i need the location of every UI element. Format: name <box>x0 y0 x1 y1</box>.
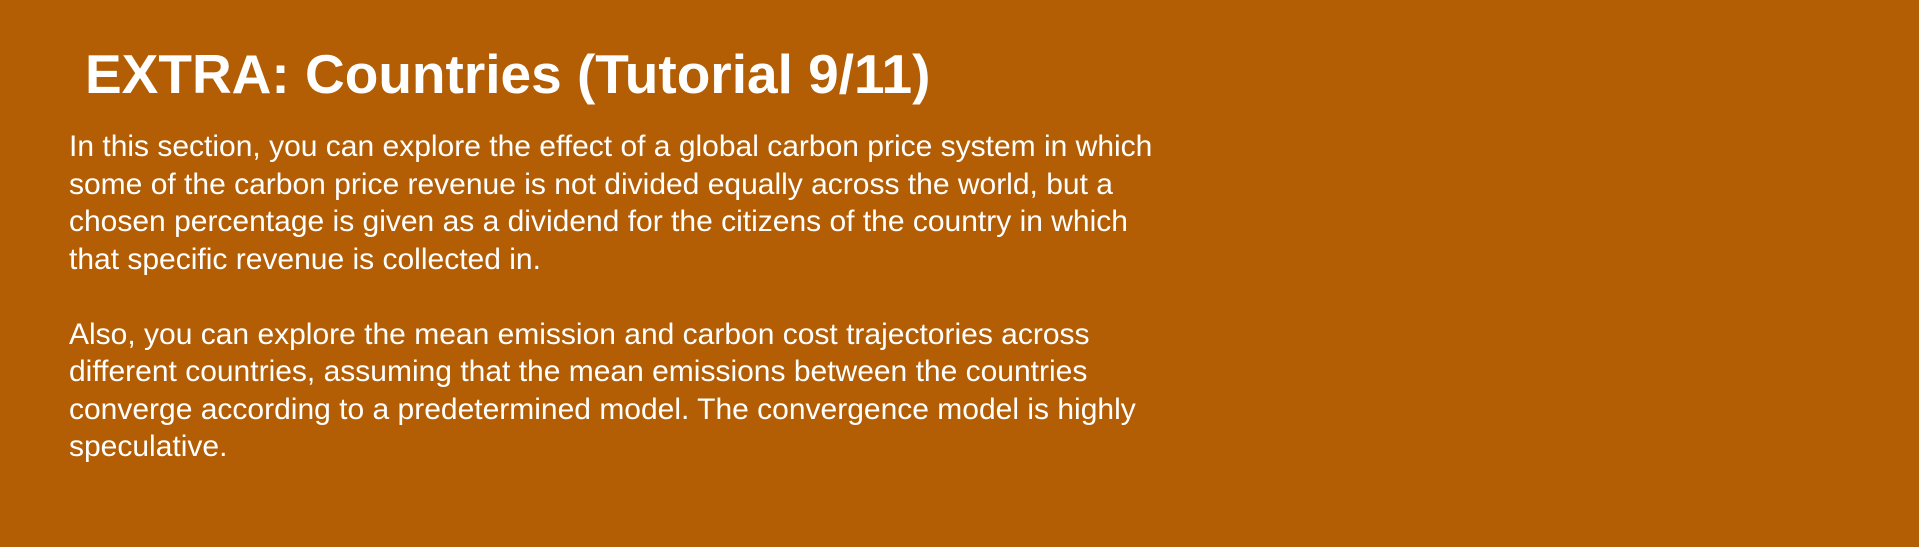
tutorial-body: In this section, you can explore the eff… <box>69 128 1389 466</box>
paragraph-2-line-4: speculative. <box>69 430 228 463</box>
tutorial-title: EXTRA: Countries (Tutorial 9/11) <box>85 43 931 105</box>
paragraph-2-line-3: converge according to a predetermined mo… <box>69 392 1136 426</box>
paragraph-1-line-1: In this section, you can explore the eff… <box>69 130 1153 163</box>
paragraph-1-line-4: that specific revenue is collected in. <box>69 242 541 276</box>
paragraph-1-line-2: some of the carbon price revenue is not … <box>69 167 1113 201</box>
paragraph-2-line-1: Also, you can explore the mean emission … <box>69 317 1090 351</box>
paragraph-2-line-2: different countries, assuming that the m… <box>69 355 1088 388</box>
tutorial-paragraph-2: Also, you can explore the mean emission … <box>69 316 1389 466</box>
paragraph-1-line-3: chosen percentage is given as a dividend… <box>69 205 1128 238</box>
tutorial-paragraph-1: In this section, you can explore the eff… <box>69 128 1389 278</box>
